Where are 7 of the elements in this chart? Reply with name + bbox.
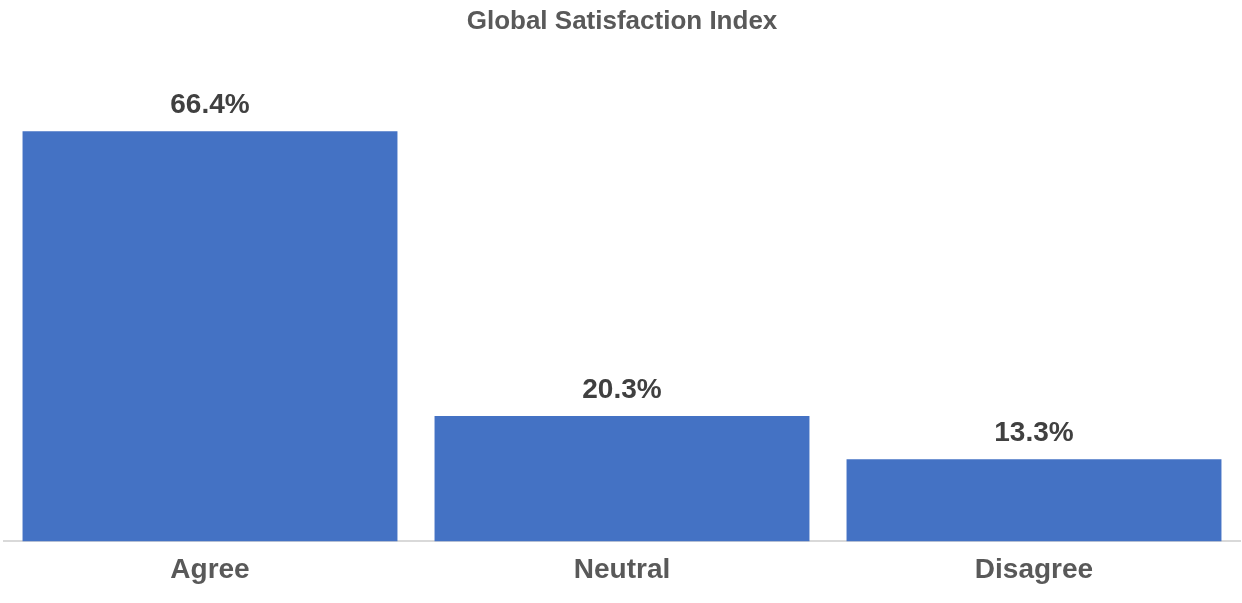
chart-title: Global Satisfaction Index [466,4,778,35]
x-tick-label: Agree [170,552,250,584]
x-tick-label: Disagree [974,552,1094,584]
data-label: 66.4% [170,87,250,119]
data-label: 20.3% [582,372,662,404]
data-label: 13.3% [994,415,1074,447]
x-tick-label: Neutral [573,552,671,584]
